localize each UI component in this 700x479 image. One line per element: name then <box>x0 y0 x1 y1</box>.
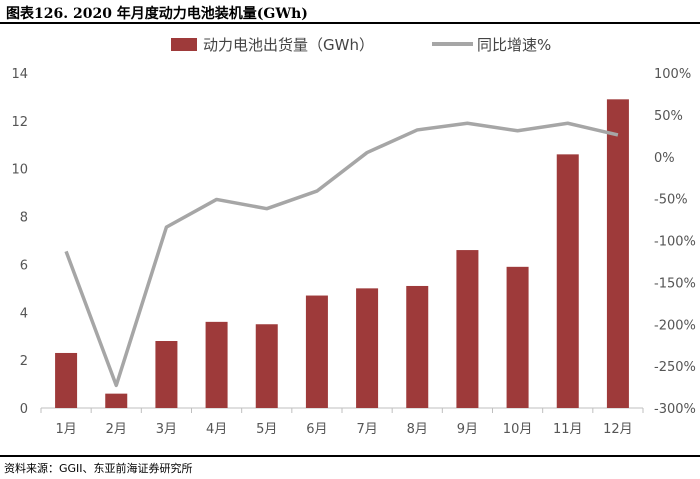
x-tick-label: 8月 <box>407 422 428 437</box>
growth-line <box>64 121 619 388</box>
x-tick-label: 4月 <box>206 422 227 437</box>
x-tick-label: 7月 <box>356 422 377 437</box>
x-tick-label: 11月 <box>553 422 583 437</box>
chart-legend: 动力电池出货量（GWh） 同比增速% <box>171 36 551 54</box>
chart: 动力电池出货量（GWh） 同比增速% 0 2 4 6 8 10 12 14 -300% -250%… <box>11 36 695 437</box>
x-tick-label: 9月 <box>457 422 478 437</box>
y-right-tick-label: -150% <box>654 276 696 291</box>
x-tick-label: 10月 <box>503 422 533 437</box>
legend-line-label: 同比增速% <box>477 36 551 54</box>
y-left-tick-label: 0 <box>20 402 28 417</box>
y-right-tick-label: -300% <box>654 402 696 417</box>
bar <box>356 288 379 408</box>
bar <box>556 154 579 408</box>
y-right-tick-label: -50% <box>654 193 688 208</box>
x-tick-label: 5月 <box>256 422 277 437</box>
y-right-tick-label: -250% <box>654 360 696 375</box>
y-right-tick-label: 0% <box>654 151 675 166</box>
bar <box>55 352 78 408</box>
bar-series <box>55 99 629 409</box>
bar <box>255 324 278 408</box>
y-left-tick-label: 4 <box>20 306 28 321</box>
y-right-tick-label: 50% <box>654 109 683 124</box>
y-left-tick-label: 14 <box>11 67 28 82</box>
x-tick-label: 6月 <box>306 422 327 437</box>
x-tick-label: 3月 <box>156 422 177 437</box>
y-left-tick-label: 12 <box>11 115 28 130</box>
chart-axes: 0 2 4 6 8 10 12 14 -300% -250% -200% -150% -100% -50%… <box>11 67 695 437</box>
bar <box>406 285 429 408</box>
bottom-rule <box>0 455 700 457</box>
x-tick-label: 12月 <box>603 422 633 437</box>
y-right-tick-label: -200% <box>654 318 696 333</box>
x-tick-label: 1月 <box>55 422 76 437</box>
x-tick-label: 2月 <box>106 422 127 437</box>
y-left-tick-label: 8 <box>20 211 28 226</box>
legend-bar-swatch <box>171 38 197 51</box>
bar <box>606 99 629 409</box>
bar <box>105 393 128 408</box>
y-left-tick-label: 6 <box>20 258 28 273</box>
y-right-tick-label: -100% <box>654 235 696 250</box>
figure-title: 图表126. 2020 年月度动力电池装机量(GWh) <box>6 6 308 22</box>
growth-line-series <box>64 121 619 388</box>
source-note: 资料来源：GGII、东亚前海证券研究所 <box>4 462 193 475</box>
legend-bar-label: 动力电池出货量（GWh） <box>203 36 374 54</box>
bar <box>305 295 328 408</box>
top-rule <box>0 22 700 24</box>
bar <box>205 321 228 408</box>
bar <box>155 341 178 408</box>
y-left-tick-label: 2 <box>20 354 28 369</box>
bar <box>506 266 529 408</box>
bar <box>456 250 479 408</box>
y-right-tick-label: 100% <box>654 67 691 82</box>
y-left-tick-label: 10 <box>11 163 28 178</box>
